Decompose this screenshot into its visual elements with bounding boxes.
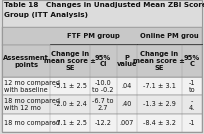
Text: -
4.: - 4. — [189, 98, 195, 111]
Text: -7.1 ± 3.1: -7.1 ± 3.1 — [143, 83, 176, 89]
Bar — [2, 45, 202, 77]
Text: Change in
mean score ±
SE: Change in mean score ± SE — [44, 51, 96, 71]
Text: 95%
C: 95% C — [184, 55, 200, 68]
Text: -12.2: -12.2 — [95, 120, 112, 126]
Text: -2.0 ± 2.4: -2.0 ± 2.4 — [54, 101, 86, 107]
Text: Table 18   Changes in Unadjusted Mean ZBI Scores Throug: Table 18 Changes in Unadjusted Mean ZBI … — [4, 1, 204, 8]
Text: -5.1 ± 2.5: -5.1 ± 2.5 — [53, 83, 86, 89]
Text: Group (ITT Analysis): Group (ITT Analysis) — [4, 12, 88, 18]
Text: .40: .40 — [122, 101, 132, 107]
Text: -7.1 ± 2.5: -7.1 ± 2.5 — [53, 120, 86, 126]
Text: 12 mo compared
with baseline: 12 mo compared with baseline — [3, 80, 60, 93]
Text: P
value: P value — [116, 55, 137, 68]
Bar — [2, 77, 202, 95]
Text: -6.7 to
2.7: -6.7 to 2.7 — [92, 98, 114, 111]
Text: 95%
CI: 95% CI — [95, 55, 111, 68]
Text: -10.0
to -0.2: -10.0 to -0.2 — [92, 80, 114, 93]
Bar — [2, 27, 202, 45]
Text: -1.3 ± 2.9: -1.3 ± 2.9 — [143, 101, 176, 107]
Text: Online PM grou: Online PM grou — [140, 33, 199, 39]
Bar — [2, 95, 202, 114]
Text: 18 mo compared: 18 mo compared — [3, 120, 60, 126]
Text: -1
to: -1 to — [188, 80, 195, 93]
Text: Assessment
points: Assessment points — [3, 55, 49, 68]
Text: .007: .007 — [120, 120, 134, 126]
Bar — [2, 0, 202, 27]
Text: 18 mo compared
with 12 mo: 18 mo compared with 12 mo — [3, 98, 60, 111]
Text: FTF PM group: FTF PM group — [67, 33, 120, 39]
Text: -1: -1 — [189, 120, 195, 126]
Text: .04: .04 — [122, 83, 132, 89]
Text: Change in
mean score ±
SE: Change in mean score ± SE — [133, 51, 185, 71]
Bar — [2, 114, 202, 132]
Text: -8.4 ± 3.2: -8.4 ± 3.2 — [143, 120, 176, 126]
